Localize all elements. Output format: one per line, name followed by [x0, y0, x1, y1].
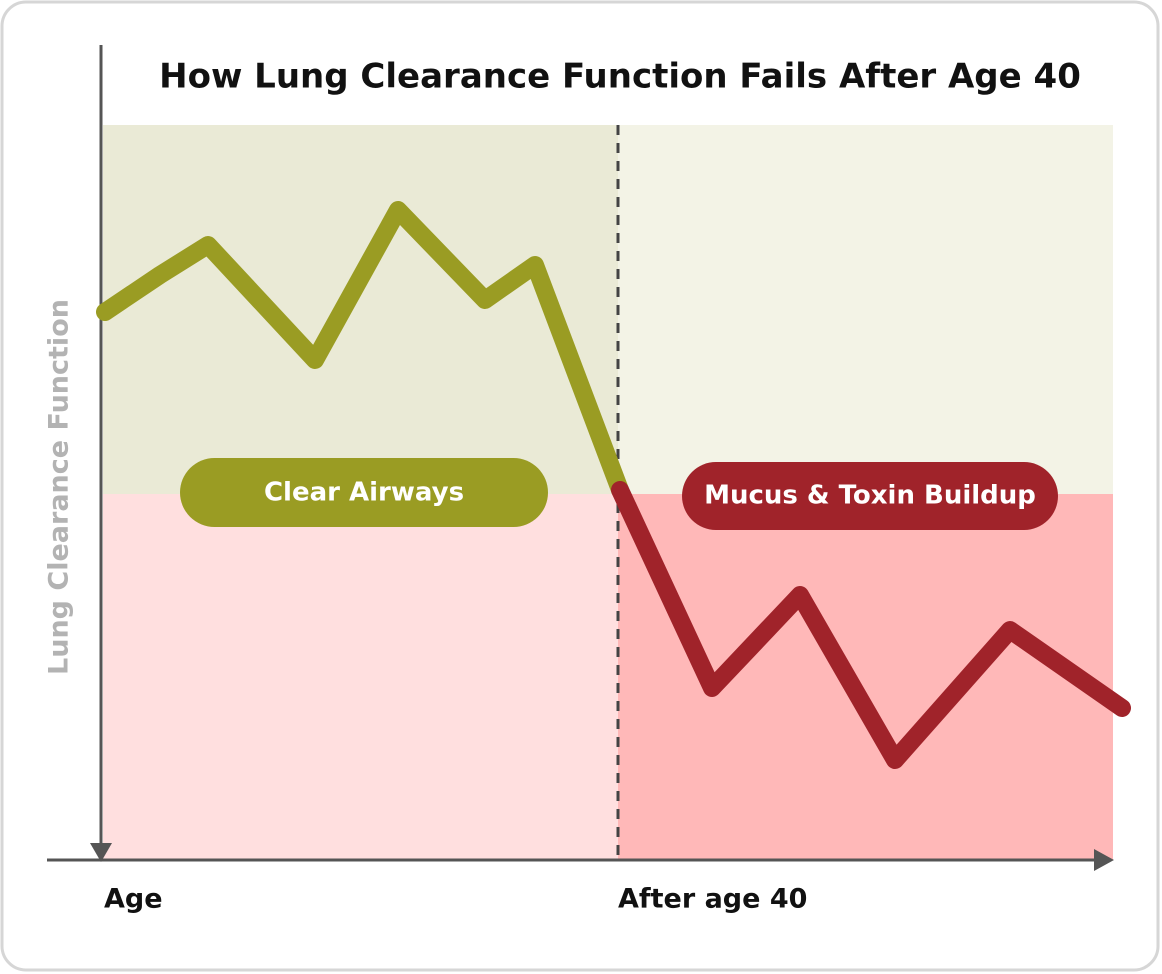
zone-label: Clear Airways [264, 478, 464, 508]
x-label: Age [104, 884, 163, 915]
zone-bottom-left [103, 494, 618, 860]
healthy-line [96, 201, 629, 499]
zone-bottom-right [618, 494, 1113, 860]
y-axis-arrow [90, 843, 112, 862]
zone-label: Mucus & Toxin Buildup [704, 481, 1036, 511]
title: How Lung Clearance Function Fails After … [159, 57, 1081, 97]
x-axis-arrow [1094, 849, 1114, 871]
zone-top-right [618, 125, 1113, 494]
zone-pill [180, 458, 548, 527]
x-label: After age 40 [618, 884, 807, 915]
decline-line [611, 481, 1131, 769]
y-axis-label: Lung Clearance Function [44, 299, 75, 675]
zone-pill [682, 462, 1058, 530]
zone-top-left [103, 125, 618, 494]
